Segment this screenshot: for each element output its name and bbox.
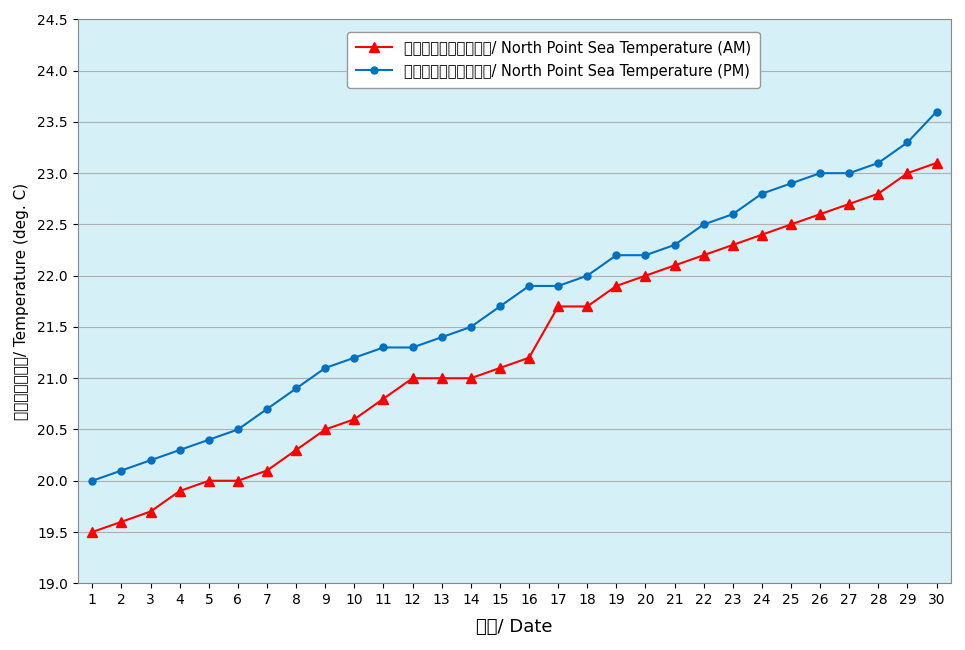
北角海水溫度（下午）/ North Point Sea Temperature (PM) <box>407 344 419 352</box>
北角海水溫度（下午）/ North Point Sea Temperature (PM) <box>698 220 709 228</box>
北角海水溫度（下午）/ North Point Sea Temperature (PM) <box>348 354 360 361</box>
北角海水溫度（下午）/ North Point Sea Temperature (PM) <box>786 179 797 187</box>
北角海水溫度（下午）/ North Point Sea Temperature (PM) <box>233 426 244 434</box>
北角海水溫度（上午）/ North Point Sea Temperature (AM) <box>174 487 185 495</box>
北角海水溫度（下午）/ North Point Sea Temperature (PM) <box>757 190 768 198</box>
北角海水溫度（上午）/ North Point Sea Temperature (AM) <box>552 302 564 310</box>
北角海水溫度（上午）/ North Point Sea Temperature (AM) <box>116 518 127 526</box>
北角海水溫度（下午）/ North Point Sea Temperature (PM) <box>436 333 448 341</box>
北角海水溫度（下午）/ North Point Sea Temperature (PM) <box>203 436 214 444</box>
北角海水溫度（上午）/ North Point Sea Temperature (AM) <box>407 374 419 382</box>
北角海水溫度（上午）/ North Point Sea Temperature (AM) <box>843 200 855 208</box>
北角海水溫度（上午）/ North Point Sea Temperature (AM) <box>145 508 156 515</box>
北角海水溫度（上午）/ North Point Sea Temperature (AM) <box>233 477 244 485</box>
北角海水溫度（上午）/ North Point Sea Temperature (AM) <box>465 374 477 382</box>
北角海水溫度（下午）/ North Point Sea Temperature (PM) <box>262 405 273 413</box>
北角海水溫度（上午）/ North Point Sea Temperature (AM) <box>436 374 448 382</box>
北角海水溫度（上午）/ North Point Sea Temperature (AM) <box>203 477 214 485</box>
北角海水溫度（下午）/ North Point Sea Temperature (PM) <box>174 446 185 454</box>
北角海水溫度（上午）/ North Point Sea Temperature (AM) <box>872 190 884 198</box>
北角海水溫度（上午）/ North Point Sea Temperature (AM) <box>814 211 826 218</box>
北角海水溫度（上午）/ North Point Sea Temperature (AM) <box>640 272 651 280</box>
北角海水溫度（上午）/ North Point Sea Temperature (AM) <box>582 302 593 310</box>
北角海水溫度（下午）/ North Point Sea Temperature (PM) <box>582 272 593 280</box>
北角海水溫度（上午）/ North Point Sea Temperature (AM) <box>727 241 738 249</box>
北角海水溫度（上午）/ North Point Sea Temperature (AM) <box>931 159 943 167</box>
北角海水溫度（上午）/ North Point Sea Temperature (AM) <box>87 528 98 536</box>
北角海水溫度（下午）/ North Point Sea Temperature (PM) <box>377 344 389 352</box>
北角海水溫度（下午）/ North Point Sea Temperature (PM) <box>931 108 943 116</box>
北角海水溫度（上午）/ North Point Sea Temperature (AM) <box>290 446 302 454</box>
北角海水溫度（上午）/ North Point Sea Temperature (AM) <box>757 231 768 239</box>
北角海水溫度（上午）/ North Point Sea Temperature (AM) <box>698 252 709 259</box>
北角海水溫度（上午）/ North Point Sea Temperature (AM) <box>494 364 506 372</box>
X-axis label: 日期/ Date: 日期/ Date <box>476 618 553 636</box>
北角海水溫度（下午）/ North Point Sea Temperature (PM) <box>319 364 331 372</box>
北角海水溫度（上午）/ North Point Sea Temperature (AM) <box>377 395 389 402</box>
北角海水溫度（下午）/ North Point Sea Temperature (PM) <box>640 252 651 259</box>
北角海水溫度（上午）/ North Point Sea Temperature (AM) <box>348 415 360 423</box>
北角海水溫度（下午）/ North Point Sea Temperature (PM) <box>843 169 855 177</box>
北角海水溫度（下午）/ North Point Sea Temperature (PM) <box>814 169 826 177</box>
北角海水溫度（下午）/ North Point Sea Temperature (PM) <box>669 241 680 249</box>
北角海水溫度（下午）/ North Point Sea Temperature (PM) <box>290 385 302 393</box>
北角海水溫度（下午）/ North Point Sea Temperature (PM) <box>727 211 738 218</box>
Y-axis label: 溫度（攝氏度）/ Temperature (deg. C): 溫度（攝氏度）/ Temperature (deg. C) <box>14 183 29 420</box>
北角海水溫度（上午）/ North Point Sea Temperature (AM) <box>901 169 913 177</box>
北角海水溫度（上午）/ North Point Sea Temperature (AM) <box>611 282 622 290</box>
北角海水溫度（下午）/ North Point Sea Temperature (PM) <box>465 323 477 331</box>
北角海水溫度（下午）/ North Point Sea Temperature (PM) <box>901 138 913 146</box>
北角海水溫度（下午）/ North Point Sea Temperature (PM) <box>494 302 506 310</box>
Legend: 北角海水溫度（上午）/ North Point Sea Temperature (AM), 北角海水溫度（下午）/ North Point Sea Temper: 北角海水溫度（上午）/ North Point Sea Temperature … <box>347 32 759 88</box>
北角海水溫度（下午）/ North Point Sea Temperature (PM) <box>611 252 622 259</box>
北角海水溫度（下午）/ North Point Sea Temperature (PM) <box>87 477 98 485</box>
Line: 北角海水溫度（上午）/ North Point Sea Temperature (AM): 北角海水溫度（上午）/ North Point Sea Temperature … <box>88 158 942 537</box>
北角海水溫度（下午）/ North Point Sea Temperature (PM) <box>145 456 156 464</box>
北角海水溫度（下午）/ North Point Sea Temperature (PM) <box>523 282 535 290</box>
北角海水溫度（上午）/ North Point Sea Temperature (AM) <box>262 467 273 474</box>
北角海水溫度（上午）/ North Point Sea Temperature (AM) <box>523 354 535 361</box>
北角海水溫度（下午）/ North Point Sea Temperature (PM) <box>116 467 127 474</box>
Line: 北角海水溫度（下午）/ North Point Sea Temperature (PM): 北角海水溫度（下午）/ North Point Sea Temperature … <box>89 108 940 484</box>
北角海水溫度（下午）/ North Point Sea Temperature (PM) <box>872 159 884 167</box>
北角海水溫度（上午）/ North Point Sea Temperature (AM) <box>319 426 331 434</box>
北角海水溫度（上午）/ North Point Sea Temperature (AM) <box>669 261 680 269</box>
北角海水溫度（上午）/ North Point Sea Temperature (AM) <box>786 220 797 228</box>
北角海水溫度（下午）/ North Point Sea Temperature (PM) <box>552 282 564 290</box>
